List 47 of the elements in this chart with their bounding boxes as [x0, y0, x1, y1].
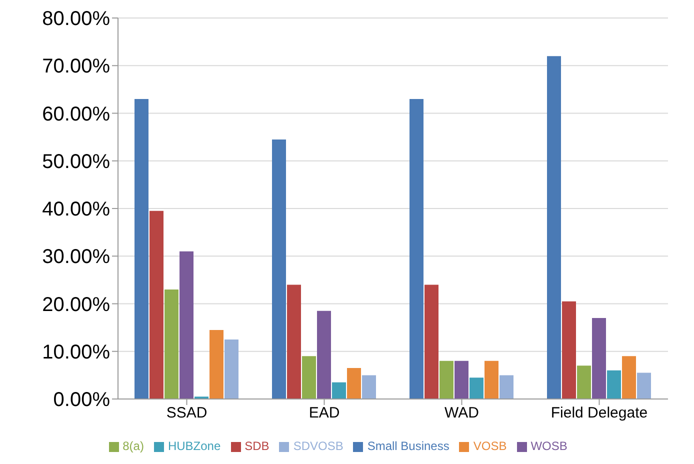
y-tick-label: 30.00% — [42, 246, 110, 268]
bar — [362, 375, 376, 399]
bar — [347, 368, 361, 399]
legend-label: WOSB — [530, 439, 568, 453]
bar — [134, 98, 148, 399]
bar — [210, 330, 224, 399]
bar — [562, 301, 576, 399]
bar — [272, 139, 286, 399]
y-tick-label: 70.00% — [42, 56, 110, 78]
bar — [547, 56, 561, 399]
legend-label: VOSB — [473, 439, 507, 453]
bar — [287, 284, 301, 399]
y-tick-label: 10.00% — [42, 341, 110, 364]
bar — [332, 382, 346, 399]
legend-label: 8(a) — [122, 439, 144, 453]
bar — [454, 360, 468, 399]
x-tick-label: WAD — [444, 404, 480, 422]
y-tick-label: 20.00% — [42, 294, 110, 316]
legend-label: Small Business — [367, 439, 450, 453]
legend-label: SDB — [244, 439, 270, 453]
bar — [500, 375, 514, 399]
bar — [424, 284, 438, 399]
y-tick-label: 40.00% — [42, 198, 110, 221]
bar — [470, 378, 484, 399]
bar — [302, 356, 316, 399]
bar — [637, 372, 651, 399]
y-tick-label: 80.00% — [42, 8, 110, 30]
bar — [164, 289, 178, 399]
bar — [150, 210, 164, 399]
y-tick-label: 0.00% — [53, 389, 110, 412]
x-tick-label: Field Delegate — [550, 404, 648, 422]
bar — [224, 339, 238, 399]
bar — [440, 360, 454, 399]
legend-label: SDVOSB — [293, 439, 344, 453]
y-tick-label: 50.00% — [42, 150, 110, 173]
bar — [577, 366, 591, 399]
x-tick-label: EAD — [308, 404, 340, 422]
legend-label: HUBZone — [168, 439, 221, 453]
bar — [317, 310, 331, 399]
x-tick-label: SSAD — [166, 404, 208, 422]
bar — [592, 318, 606, 399]
bar — [622, 356, 636, 399]
bar — [410, 98, 424, 399]
y-tick-label: 60.00% — [42, 103, 110, 126]
bar — [484, 360, 498, 399]
bar — [607, 370, 621, 399]
bar — [180, 251, 194, 399]
